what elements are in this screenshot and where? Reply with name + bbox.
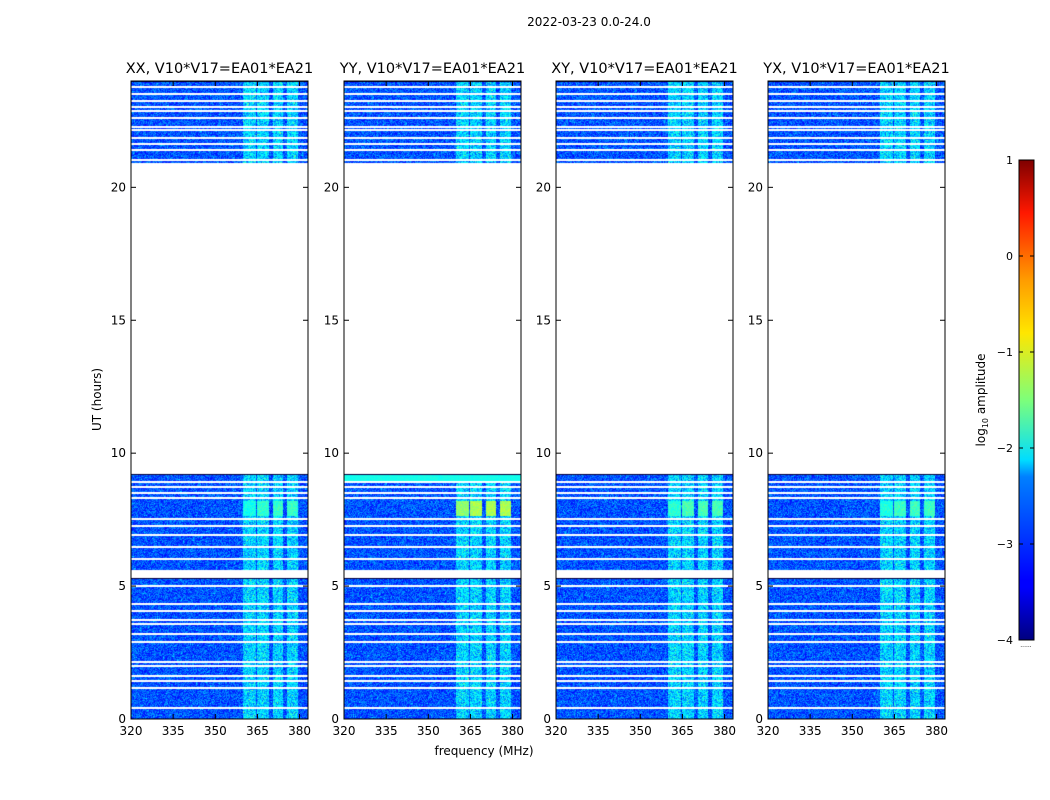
y-tick-label: 0: [118, 712, 126, 726]
y-tick-label: 20: [111, 180, 126, 194]
y-tick-label: 20: [324, 180, 339, 194]
x-tick-label: 320: [120, 724, 143, 738]
x-tick-label: 365: [246, 724, 269, 738]
x-tick-label: 380: [288, 724, 311, 738]
x-tick-label: 380: [713, 724, 736, 738]
x-tick-label: 320: [545, 724, 568, 738]
y-tick-label: 5: [755, 579, 763, 593]
y-tick-label: 15: [748, 313, 763, 327]
y-axis-label: UT (hours): [90, 368, 104, 431]
y-tick-label: 15: [536, 313, 551, 327]
x-axis-label: frequency (MHz): [434, 744, 533, 758]
colorbar-label: log10 amplitude: [974, 354, 990, 447]
panel-frame: [767, 80, 946, 720]
y-tick-label: 0: [543, 712, 551, 726]
x-tick-label: 350: [629, 724, 652, 738]
panels-group: XX, V10*V17=EA01*EA21 320 335 350 365 380 0 5 10…: [111, 61, 950, 738]
x-tick-label: 335: [375, 724, 398, 738]
colorbar-footnote: ......: [1020, 642, 1032, 649]
y-tick-label: 5: [331, 579, 339, 593]
panel-3: XY, V10*V17=EA01*EA21 320 335 350 365 380 0 5 10…: [536, 61, 738, 738]
colorbar-ticks: 1 0 −1 −2 −3 −4: [997, 154, 1034, 647]
x-tick-label: 350: [417, 724, 440, 738]
y-tick-label: 20: [748, 180, 763, 194]
x-tick-label: 350: [204, 724, 227, 738]
panel-title: XX, V10*V17=EA01*EA21: [126, 61, 314, 77]
colorbar: 10−1−2−3−4 log10 amplitude ......: [974, 154, 1035, 649]
panel-frame: [555, 80, 734, 720]
colorbar-label-rest: amplitude: [974, 354, 988, 418]
colorbar-tick-label: 0: [1006, 250, 1013, 263]
y-tick-label: 10: [324, 446, 339, 460]
panel-title: YY, V10*V17=EA01*EA21: [339, 61, 525, 77]
x-tick-label: 380: [925, 724, 948, 738]
panel-title: YX, V10*V17=EA01*EA21: [762, 61, 949, 77]
x-tick-label: 365: [883, 724, 906, 738]
y-tick-label: 0: [331, 712, 339, 726]
panel-heatmap: [768, 81, 945, 719]
y-tick-label: 0: [755, 712, 763, 726]
colorbar-label-log: log: [974, 428, 988, 446]
x-tick-label: 365: [459, 724, 482, 738]
panel-heatmap: [131, 81, 308, 719]
y-tick-label: 10: [536, 446, 551, 460]
panel-title: XY, V10*V17=EA01*EA21: [551, 61, 737, 77]
panel-frame: [130, 80, 309, 720]
panel-frame: [343, 80, 522, 720]
colorbar-tick-label: −4: [997, 634, 1013, 647]
y-tick-label: 20: [536, 180, 551, 194]
y-tick-label: 15: [324, 313, 339, 327]
colorbar-tick-label: −1: [997, 346, 1013, 359]
y-tick-label: 10: [748, 446, 763, 460]
panel-heatmap: [344, 81, 521, 719]
panel-1: XX, V10*V17=EA01*EA21 320 335 350 365 380 0 5 10…: [111, 61, 314, 738]
panel-2: YY, V10*V17=EA01*EA21 320 335 350 365 380 0 5 10…: [324, 61, 525, 738]
x-tick-label: 380: [501, 724, 524, 738]
x-tick-label: 320: [757, 724, 780, 738]
x-tick-label: 320: [333, 724, 356, 738]
x-tick-label: 335: [799, 724, 822, 738]
x-tick-label: 335: [162, 724, 185, 738]
y-tick-label: 5: [543, 579, 551, 593]
y-tick-label: 10: [111, 446, 126, 460]
panel-4: YX, V10*V17=EA01*EA21 320 335 350 365 380 0 5 10…: [748, 61, 950, 738]
figure-suptitle: 2022-03-23 0.0-24.0: [527, 15, 651, 29]
panel-heatmap: [556, 81, 733, 719]
colorbar-label-sub: 10: [981, 418, 990, 428]
colorbar-tick-label: −2: [997, 442, 1013, 455]
x-tick-label: 335: [587, 724, 610, 738]
x-tick-label: 365: [671, 724, 694, 738]
colorbar-tick-label: 1: [1006, 154, 1013, 167]
y-tick-label: 5: [118, 579, 126, 593]
y-tick-label: 15: [111, 313, 126, 327]
x-tick-label: 350: [841, 724, 864, 738]
colorbar-gradient: [1018, 159, 1035, 641]
colorbar-tick-label: −3: [997, 538, 1013, 551]
